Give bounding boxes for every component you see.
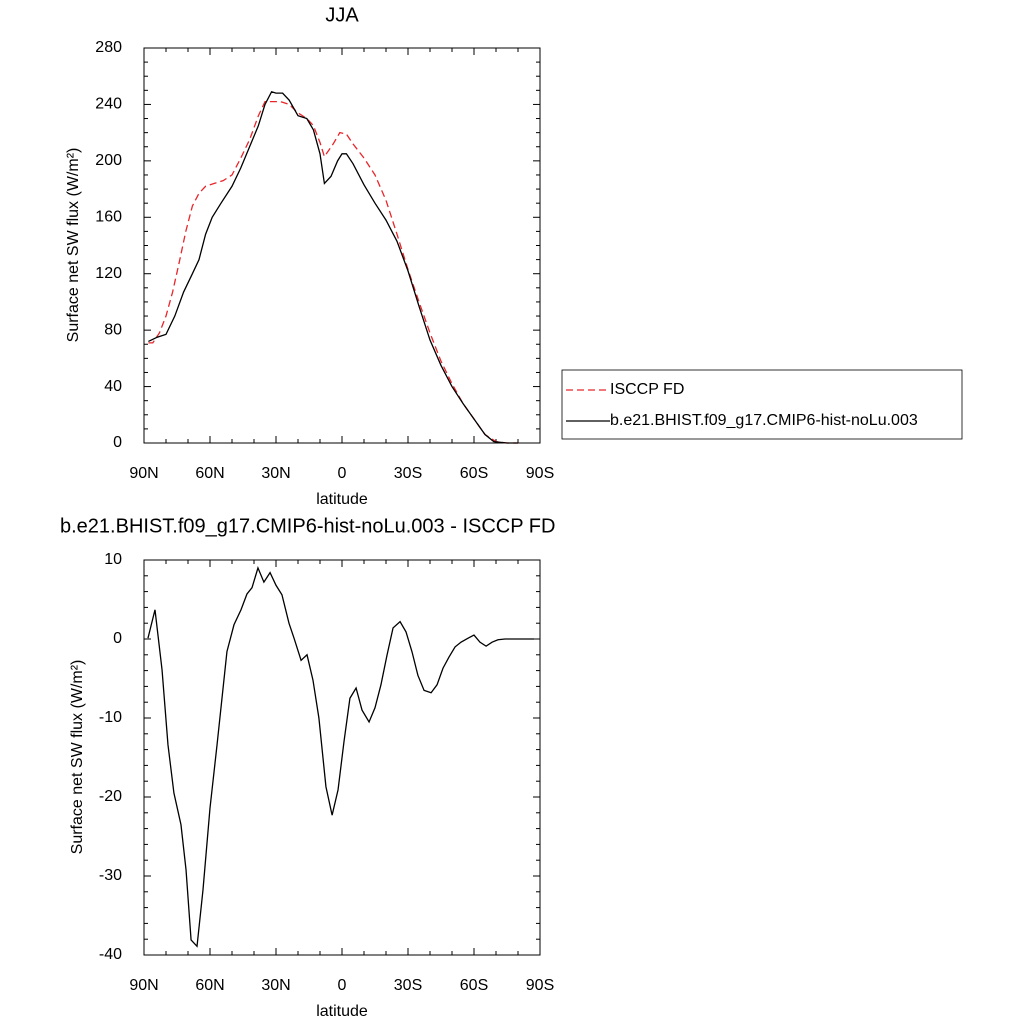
x-tick-label: 90S [526, 465, 554, 482]
y-tick-label: 160 [95, 209, 122, 226]
x-tick-label: 90N [129, 465, 158, 482]
x-tick-label: 60N [195, 977, 224, 994]
chart-title: b.e21.BHIST.f09_g17.CMIP6-hist-noLu.003 … [60, 515, 555, 537]
x-tick-label: 30S [394, 465, 422, 482]
y-axis-label: Surface net SW flux (W/m²) [69, 660, 86, 855]
y-tick-label: -20 [99, 788, 122, 805]
y-tick-label: 0 [113, 434, 122, 451]
y-tick-label: 80 [104, 321, 122, 338]
chart-title: JJA [325, 4, 359, 26]
plot-frame [143, 47, 541, 444]
x-tick-label: 30N [261, 465, 290, 482]
x-tick-label: 60N [195, 465, 224, 482]
x-tick-label: 90S [526, 977, 554, 994]
x-tick-label: 0 [338, 977, 347, 994]
y-tick-label: -10 [99, 709, 122, 726]
x-tick-label: 90N [129, 977, 158, 994]
line [148, 100, 518, 444]
y-tick-label: 0 [113, 630, 122, 647]
y-tick-label: 10 [104, 551, 122, 568]
y-tick-label: 280 [95, 39, 122, 56]
line [148, 90, 518, 444]
y-tick-label: 120 [95, 265, 122, 282]
x-tick-label: 60S [460, 977, 488, 994]
x-tick-label: 60S [460, 465, 488, 482]
x-axis-label: latitude [316, 491, 368, 508]
x-axis-label: latitude [316, 1003, 368, 1020]
x-tick-label: 0 [338, 465, 347, 482]
line [147, 565, 535, 948]
legend-box [561, 369, 963, 440]
y-tick-label: -40 [99, 946, 122, 963]
legend-label: b.e21.BHIST.f09_g17.CMIP6-hist-noLu.003 [610, 412, 918, 429]
y-tick-label: 240 [95, 96, 122, 113]
legend-label: ISCCP FD [610, 381, 684, 398]
y-tick-label: -30 [99, 867, 122, 884]
y-axis-label: Surface net SW flux (W/m²) [65, 148, 82, 343]
y-tick-label: 40 [104, 378, 122, 395]
y-tick-label: 200 [95, 152, 122, 169]
x-tick-label: 30S [394, 977, 422, 994]
x-tick-label: 30N [261, 977, 290, 994]
